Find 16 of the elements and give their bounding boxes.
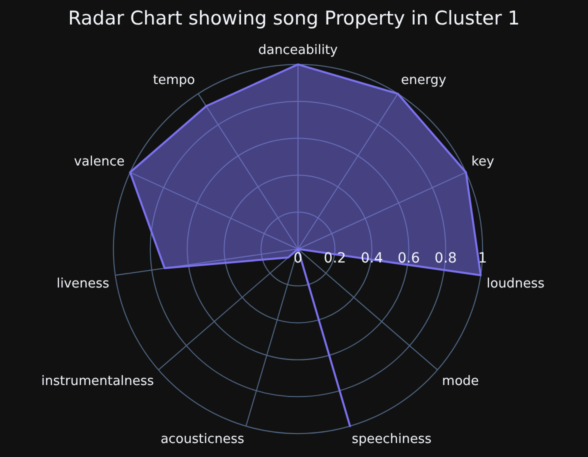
spoke-label: key xyxy=(471,154,494,170)
spoke-label: tempo xyxy=(152,73,195,88)
y-tick-label: 0.2 xyxy=(324,250,346,267)
chart-title: Radar Chart showing song Property in Cluster 1 xyxy=(68,7,520,30)
spoke-label: valence xyxy=(74,154,125,170)
spoke-label: danceability xyxy=(258,42,338,58)
spoke-label: energy xyxy=(401,73,447,88)
y-tick-label: 0.6 xyxy=(398,250,420,267)
spoke-label: liveness xyxy=(56,276,110,292)
y-tick-label: 1 xyxy=(478,250,488,267)
spoke-label: loudness xyxy=(486,276,545,292)
spoke-label: instrumentalness xyxy=(41,374,154,389)
spoke-label: mode xyxy=(442,374,479,389)
spoke-label: acousticness xyxy=(160,432,245,448)
spoke-label: speechiness xyxy=(352,432,432,448)
y-tick-label: 0.8 xyxy=(434,250,457,267)
